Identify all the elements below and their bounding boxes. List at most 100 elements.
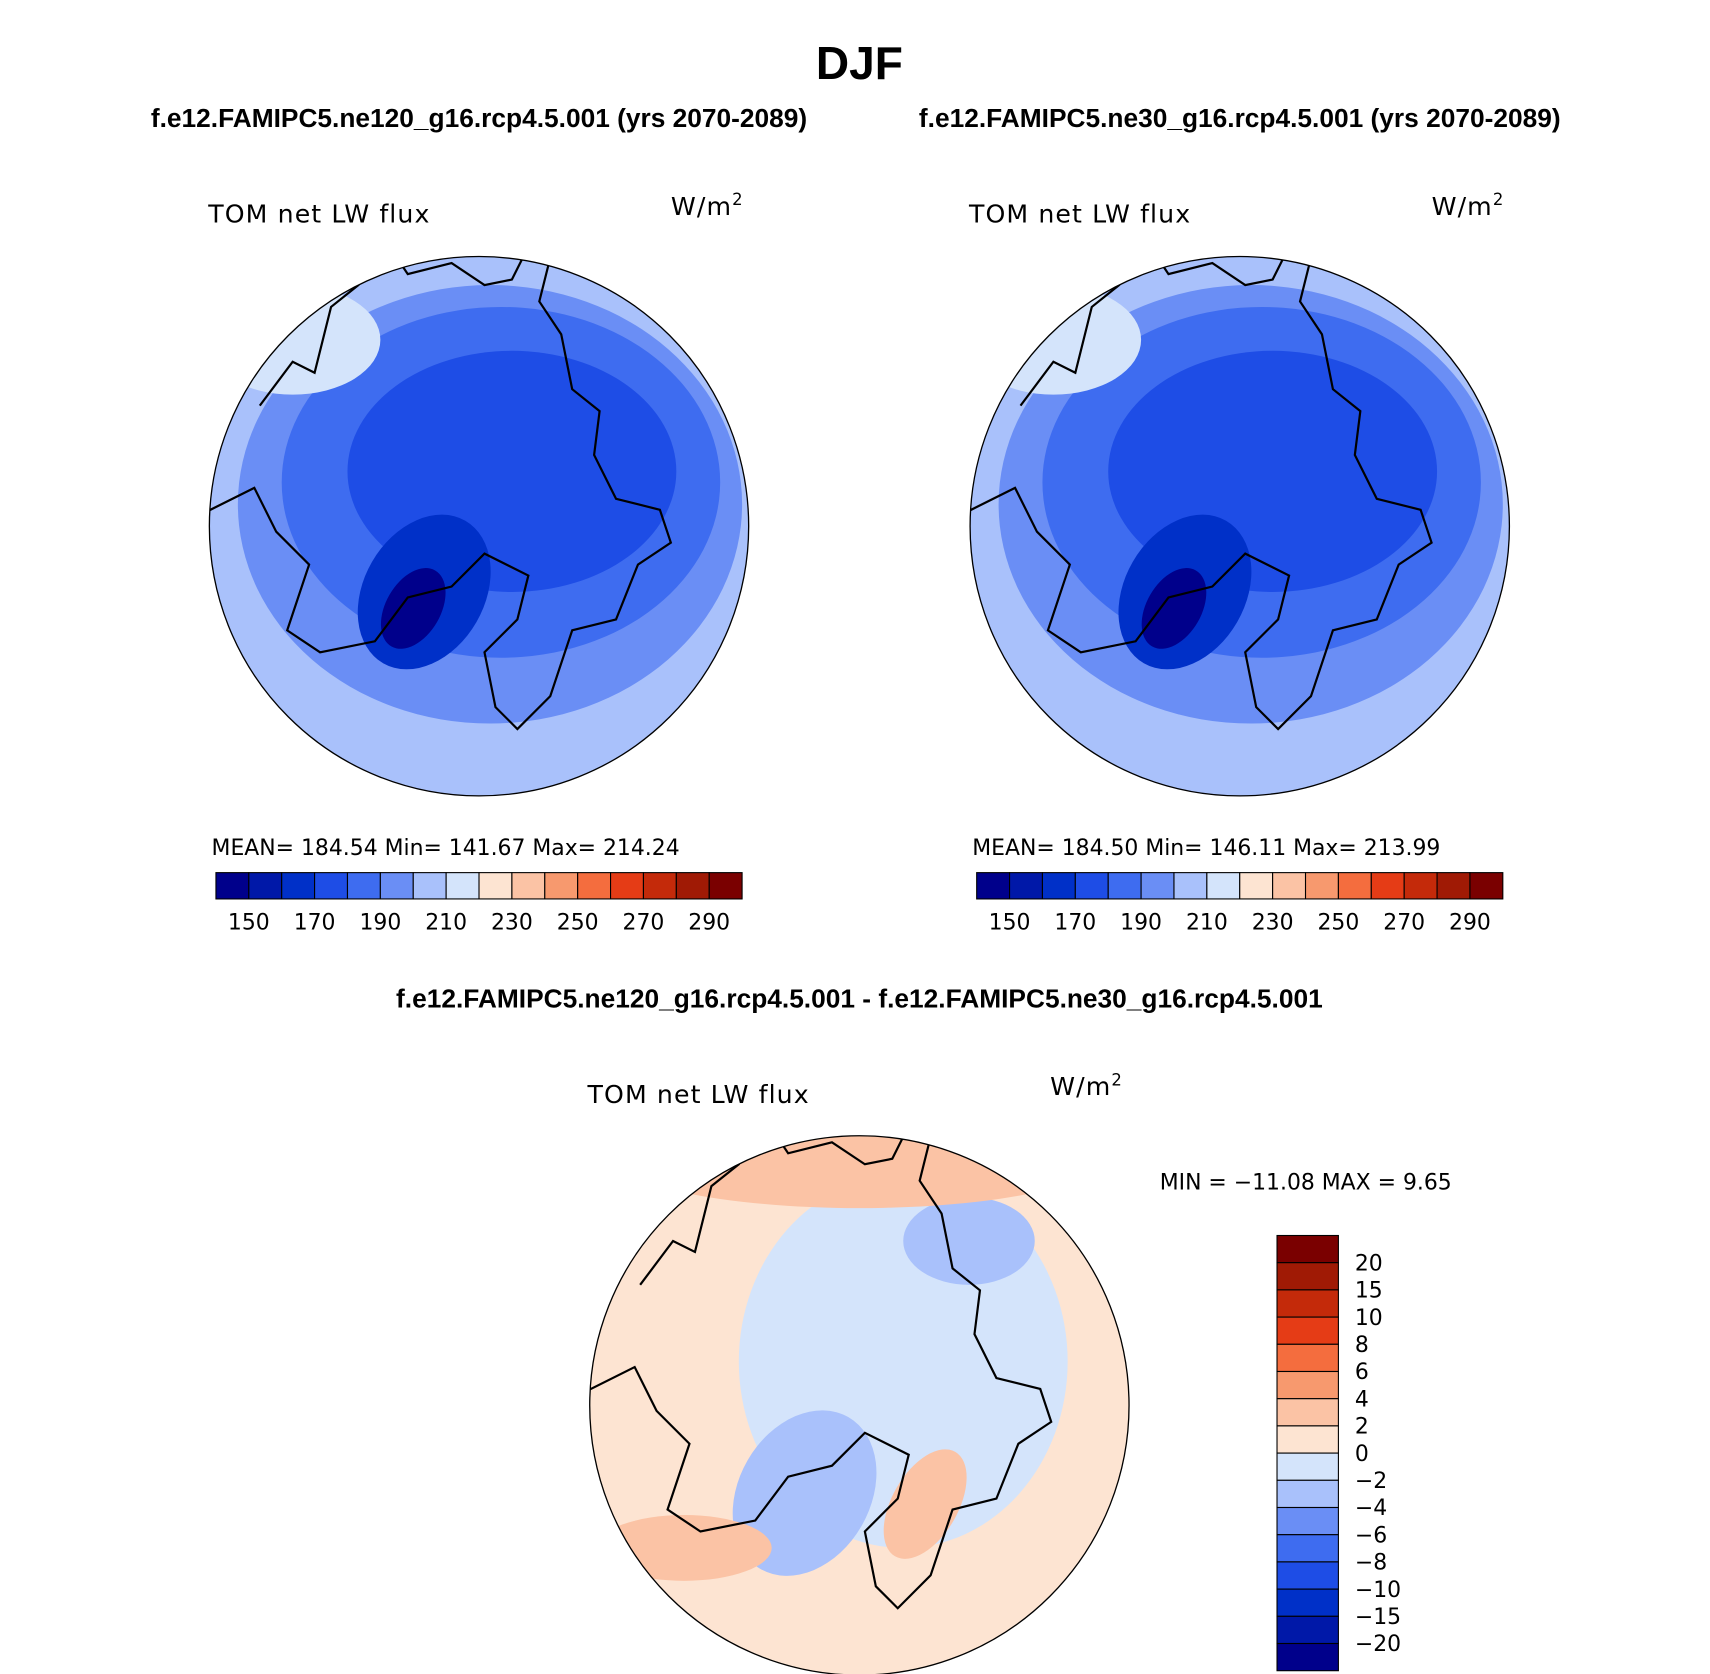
colorbar-label: 230: [491, 911, 533, 936]
colorbar-box: [1206, 872, 1241, 900]
field-region: [596, 1515, 772, 1581]
field-name: TOM net LW flux: [968, 200, 1191, 229]
colorbar-box: [1074, 872, 1109, 900]
colorbar-box: [1276, 1425, 1339, 1454]
colorbar-box: [1107, 872, 1142, 900]
field-region: [1141, 568, 1207, 649]
colorbar-box: [215, 872, 250, 900]
colorbar-label: 0: [1355, 1442, 1369, 1467]
colorbar-box: [346, 872, 381, 900]
field-region: [607, 1135, 1112, 1209]
colorbar-box: [708, 872, 743, 900]
colorbar-box: [1276, 1561, 1339, 1590]
colorbar-label: 210: [425, 911, 467, 936]
colorbar-label: 290: [1449, 911, 1491, 936]
units-base: W/m: [671, 192, 732, 221]
map-fill: [970, 256, 1510, 796]
colorbar-box: [1276, 1316, 1339, 1345]
units-sup: 2: [1493, 190, 1505, 209]
figure-title: DJF: [816, 37, 903, 89]
stats: MEAN= 184.50 Min= 146.11 Max= 213.99: [972, 836, 1440, 861]
field-region: [732, 1410, 877, 1576]
colorbar-label: 270: [623, 911, 665, 936]
colorbar-box: [544, 872, 579, 900]
colorbar-label: −2: [1355, 1469, 1387, 1494]
colorbar-box: [412, 872, 447, 900]
colorbar-label: −20: [1355, 1632, 1401, 1657]
colorbar-box: [1140, 872, 1175, 900]
colorbar-label: 8: [1355, 1333, 1369, 1358]
colorbar-label: 290: [688, 911, 730, 936]
map-fill: [209, 256, 749, 796]
units-sup: 2: [732, 190, 744, 209]
colorbar-box: [976, 872, 1011, 900]
colorbar-box: [1173, 872, 1208, 900]
colorbar-label: 190: [359, 911, 401, 936]
units: W/m2: [1432, 190, 1505, 221]
colorbar-label: 210: [1186, 911, 1228, 936]
colorbar-box: [1436, 872, 1471, 900]
colorbar-label: 190: [1120, 911, 1162, 936]
colorbar-box: [511, 872, 546, 900]
colorbar-box: [1276, 1479, 1339, 1509]
map-boundary: [208, 255, 750, 797]
colorbar-box: [1276, 1534, 1339, 1563]
colorbar-label: 230: [1252, 911, 1294, 936]
units-base: W/m: [1050, 1072, 1111, 1101]
colorbar-box: [1403, 872, 1438, 900]
colorbar-label: 270: [1383, 911, 1425, 936]
colorbar-box: [445, 872, 480, 900]
colorbar-label: 250: [1317, 911, 1359, 936]
colorbar-label: −8: [1355, 1551, 1387, 1576]
colorbar-box: [1276, 1452, 1339, 1481]
colorbar-label: −10: [1355, 1578, 1401, 1603]
colorbar-label: 150: [989, 911, 1031, 936]
stats: MIN = −11.08 MAX = 9.65: [1160, 1170, 1452, 1195]
colorbar-box: [1276, 1370, 1339, 1400]
colorbar-label: 10: [1355, 1306, 1383, 1331]
colorbar-box: [1239, 872, 1274, 900]
colorbar-box: [1276, 1289, 1339, 1318]
map: [969, 255, 1511, 797]
field-region: [209, 285, 381, 395]
colorbar-box: [1276, 1343, 1339, 1373]
colorbar-label: 170: [1054, 911, 1096, 936]
map-fill: [589, 1135, 1130, 1674]
panel-title: f.e12.FAMIPC5.ne30_g16.rcp4.5.001 (yrs 2…: [919, 103, 1561, 133]
colorbar-box: [1041, 872, 1076, 900]
colorbar-box: [1276, 1588, 1339, 1617]
stats: MEAN= 184.54 Min= 141.67 Max= 214.24: [212, 836, 680, 861]
field-region: [903, 1197, 1035, 1285]
units: W/m2: [671, 190, 744, 221]
field-name: TOM net LW flux: [587, 1080, 810, 1109]
colorbar-label: −6: [1355, 1523, 1387, 1548]
colorbar-box: [675, 872, 710, 900]
colorbar-box: [1337, 872, 1372, 900]
map: [589, 1135, 1130, 1674]
colorbar-label: 170: [294, 911, 336, 936]
units-sup: 2: [1111, 1070, 1123, 1089]
colorbar-box: [610, 872, 644, 900]
field-region: [970, 285, 1142, 395]
colorbar-box: [1276, 1642, 1339, 1672]
map: [208, 255, 750, 797]
colorbar-box: [1469, 872, 1504, 900]
colorbar-box: [1304, 872, 1339, 900]
map-boundary: [969, 255, 1511, 797]
colorbar-label: 250: [557, 911, 599, 936]
colorbar-box: [642, 872, 677, 900]
colorbar-box: [379, 872, 414, 900]
colorbar-label: 150: [228, 911, 270, 936]
colorbar-label: 20: [1355, 1251, 1383, 1276]
colorbar-label: 2: [1355, 1415, 1369, 1440]
colorbar-box: [314, 872, 349, 900]
colorbar-box: [1370, 872, 1405, 900]
colorbar-box: [577, 872, 612, 900]
units-base: W/m: [1432, 192, 1493, 221]
colorbar-label: 15: [1355, 1279, 1383, 1304]
colorbar-box: [1276, 1398, 1339, 1427]
colorbar-box: [248, 872, 283, 900]
colorbar-label: 6: [1355, 1360, 1369, 1385]
